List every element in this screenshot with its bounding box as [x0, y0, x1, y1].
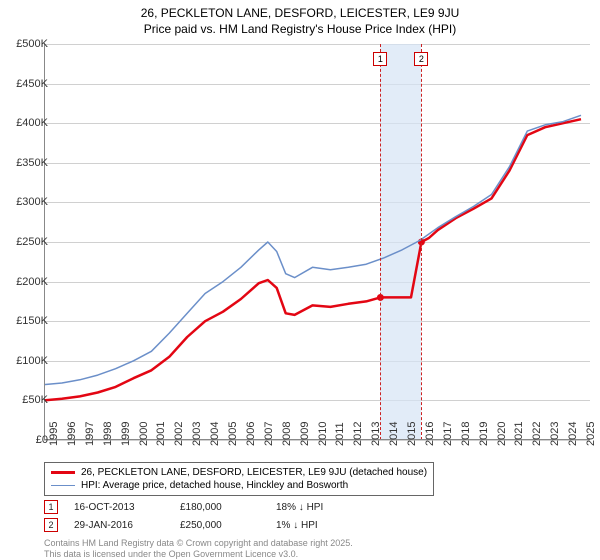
x-tick-label: 2017	[442, 422, 454, 446]
x-tick-label: 2012	[352, 422, 364, 446]
legend-label-hpi: HPI: Average price, detached house, Hinc…	[81, 480, 348, 491]
chart-marker-box: 1	[373, 52, 387, 66]
legend-box: 26, PECKLETON LANE, DESFORD, LEICESTER, …	[44, 462, 434, 496]
legend-label-price-paid: 26, PECKLETON LANE, DESFORD, LEICESTER, …	[81, 467, 427, 478]
series-price_paid	[44, 119, 581, 400]
sale-row-1: 1 16-OCT-2013 £180,000 18% ↓ HPI	[44, 500, 366, 514]
x-tick-label: 1996	[66, 422, 78, 446]
attribution-text: Contains HM Land Registry data © Crown c…	[44, 538, 353, 560]
chart-plot-area: 12	[44, 44, 590, 440]
x-tick-label: 2024	[567, 422, 579, 446]
x-tick-label: 1997	[84, 422, 96, 446]
x-tick-label: 2021	[513, 422, 525, 446]
series-svg	[44, 44, 590, 440]
x-tick-label: 2016	[424, 422, 436, 446]
x-tick-label: 2014	[388, 422, 400, 446]
y-tick-label: £350K	[4, 157, 48, 169]
y-tick-label: £500K	[4, 38, 48, 50]
x-tick-label: 2019	[478, 422, 490, 446]
legend-swatch-hpi	[51, 485, 75, 487]
title-line-1: 26, PECKLETON LANE, DESFORD, LEICESTER, …	[0, 6, 600, 22]
x-tick-label: 2001	[155, 422, 167, 446]
legend-row-hpi: HPI: Average price, detached house, Hinc…	[51, 479, 427, 492]
legend-row-price-paid: 26, PECKLETON LANE, DESFORD, LEICESTER, …	[51, 466, 427, 479]
y-tick-label: £100K	[4, 355, 48, 367]
y-tick-label: £150K	[4, 315, 48, 327]
x-tick-label: 2000	[138, 422, 150, 446]
x-tick-label: 2006	[245, 422, 257, 446]
x-tick-label: 2010	[317, 422, 329, 446]
x-tick-label: 2018	[460, 422, 472, 446]
sale-delta-2: 1% ↓ HPI	[276, 520, 366, 531]
y-tick-label: £450K	[4, 78, 48, 90]
y-tick-label: £50K	[4, 394, 48, 406]
x-tick-label: 2022	[531, 422, 543, 446]
x-tick-label: 2025	[585, 422, 597, 446]
sale-marker-1: 1	[44, 500, 58, 514]
x-tick-label: 2005	[227, 422, 239, 446]
sale-delta-1: 18% ↓ HPI	[276, 502, 366, 513]
sale-date-1: 16-OCT-2013	[74, 502, 164, 513]
x-tick-label: 1999	[120, 422, 132, 446]
title-block: 26, PECKLETON LANE, DESFORD, LEICESTER, …	[0, 0, 600, 37]
x-tick-label: 2011	[334, 422, 346, 446]
x-tick-label: 2002	[173, 422, 185, 446]
sale-table: 1 16-OCT-2013 £180,000 18% ↓ HPI 2 29-JA…	[44, 500, 366, 536]
sale-marker-2: 2	[44, 518, 58, 532]
attribution-line-2: This data is licensed under the Open Gov…	[44, 549, 353, 560]
x-tick-label: 2008	[281, 422, 293, 446]
x-tick-label: 1995	[48, 422, 60, 446]
attribution-line-1: Contains HM Land Registry data © Crown c…	[44, 538, 353, 549]
y-tick-label: £0	[4, 434, 48, 446]
chart-container: 26, PECKLETON LANE, DESFORD, LEICESTER, …	[0, 0, 600, 560]
x-tick-label: 2007	[263, 422, 275, 446]
y-tick-label: £300K	[4, 196, 48, 208]
x-tick-label: 2013	[370, 422, 382, 446]
sale-price-1: £180,000	[180, 502, 260, 513]
sale-row-2: 2 29-JAN-2016 £250,000 1% ↓ HPI	[44, 518, 366, 532]
x-tick-label: 1998	[102, 422, 114, 446]
sale-price-2: £250,000	[180, 520, 260, 531]
x-tick-label: 2015	[406, 422, 418, 446]
vertical-dash	[421, 44, 422, 440]
chart-marker-box: 2	[414, 52, 428, 66]
y-tick-label: £250K	[4, 236, 48, 248]
x-tick-label: 2020	[496, 422, 508, 446]
x-tick-label: 2009	[299, 422, 311, 446]
series-hpi	[44, 115, 581, 384]
vertical-dash	[380, 44, 381, 440]
x-tick-label: 2004	[209, 422, 221, 446]
sale-date-2: 29-JAN-2016	[74, 520, 164, 531]
legend-swatch-price-paid	[51, 471, 75, 474]
title-line-2: Price paid vs. HM Land Registry's House …	[0, 22, 600, 38]
y-tick-label: £200K	[4, 276, 48, 288]
x-tick-label: 2023	[549, 422, 561, 446]
y-tick-label: £400K	[4, 117, 48, 129]
x-tick-label: 2003	[191, 422, 203, 446]
